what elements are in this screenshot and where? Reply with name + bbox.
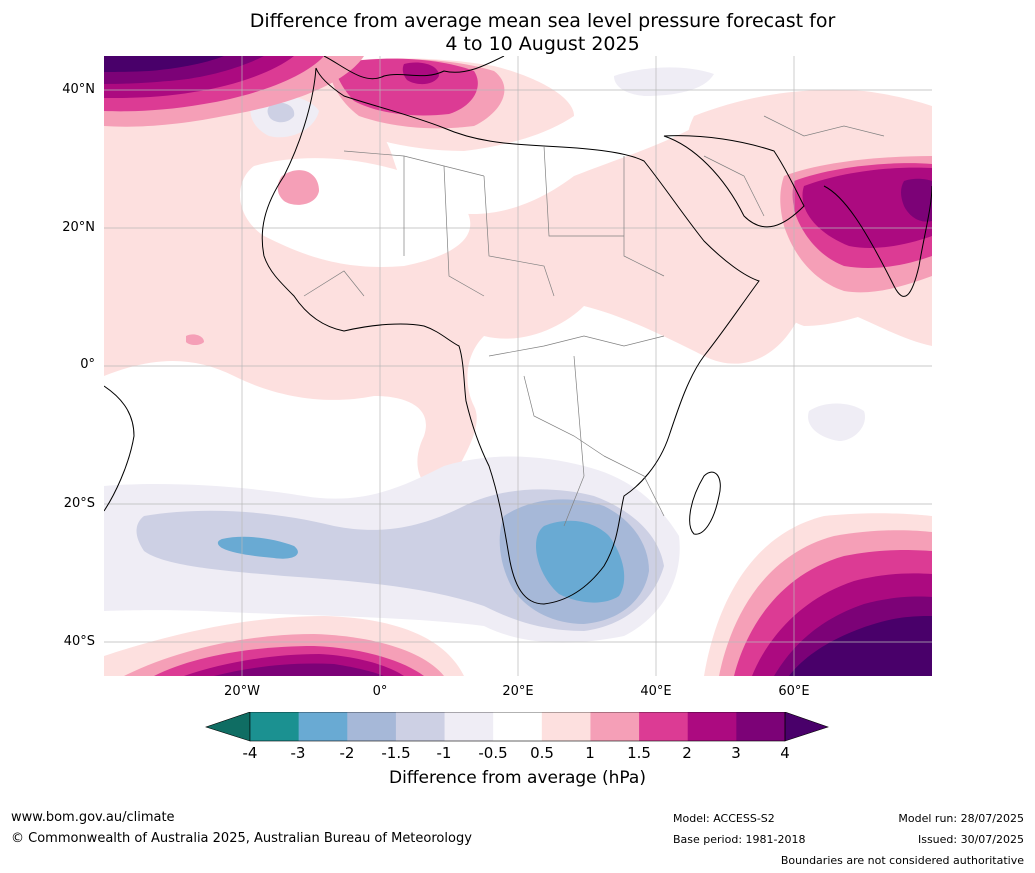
lat-tick-20n: 20°N: [62, 220, 95, 235]
colorbar-segment: [250, 712, 300, 741]
colorbar-segment: [736, 712, 786, 741]
anomaly-region-india-peak: [901, 178, 932, 222]
footer-model: Model: ACCESS-S2: [673, 812, 775, 825]
chart-title: Difference from average mean sea level p…: [0, 10, 1035, 56]
colorbar-label-0-5: 0.5: [530, 744, 554, 762]
colorbar-segment: [347, 712, 397, 741]
colorbar-segment: [687, 712, 737, 741]
footer-copyright: © Commonwealth of Australia 2025, Austra…: [11, 831, 472, 846]
coastlines: [104, 56, 932, 605]
lon-tick-60e: 60°E: [778, 684, 810, 699]
colorbar-label-2: 2: [682, 744, 692, 762]
south-america-coastline: [104, 385, 135, 512]
anomaly-region-gulf-guinea: [186, 334, 204, 345]
arabia-coastline: [663, 135, 805, 228]
footer-base-period: Base period: 1981-2018: [673, 833, 806, 846]
footer-model-run: Model run: 28/07/2025: [898, 812, 1024, 825]
colorbar-label-minus-4: -4: [242, 744, 258, 762]
colorbar-outline: [249, 712, 786, 742]
colorbar-label-minus-1: -1: [436, 744, 452, 762]
anomaly-region-southern-ocean-se-extreme: [789, 616, 932, 676]
anomaly-region-southern-africa-core: [536, 520, 625, 603]
colorbar-label-4: 4: [780, 744, 790, 762]
lat-tick-equator: 0°: [80, 357, 95, 372]
colorbar-segment: [395, 712, 446, 741]
anomaly-region-mediterranean-peak: [402, 62, 439, 85]
colorbar-label-1-5: 1.5: [627, 744, 651, 762]
colorbar-label-minus-0-5: -0.5: [478, 744, 508, 762]
anomaly-region-east-africa-negative: [808, 403, 865, 441]
colorbar-over-arrow: [784, 712, 829, 742]
anomaly-region-black-sea-negative: [614, 67, 714, 96]
title-line-1: Difference from average mean sea level p…: [249, 10, 836, 32]
europe-coastline: [323, 56, 505, 80]
lon-tick-0: 0°: [372, 684, 388, 699]
title-line-2: 4 to 10 August 2025: [445, 33, 640, 55]
colorbar: [205, 712, 829, 742]
colorbar-segment: [590, 712, 640, 741]
colorbar-label-minus-3: -3: [290, 744, 306, 762]
colorbar-label-1: 1: [585, 744, 595, 762]
lon-tick-20w: 20°W: [224, 684, 260, 699]
anomaly-region-azores-core: [267, 102, 295, 123]
colorbar-segment: [493, 712, 543, 741]
lon-tick-20e: 20°E: [502, 684, 534, 699]
footer-url[interactable]: www.bom.gov.au/climate: [11, 810, 175, 825]
lon-tick-40e: 40°E: [640, 684, 672, 699]
africa-coastline: [261, 67, 760, 605]
anomaly-region-west-sahara: [277, 170, 319, 205]
colorbar-under-arrow: [205, 712, 251, 742]
colorbar-segment: [298, 712, 348, 741]
anomaly-region-northwest-extreme: [104, 56, 224, 72]
anomaly-region-atlantic-core: [217, 536, 298, 559]
madagascar-coastline: [689, 471, 721, 535]
lat-tick-40n: 40°N: [62, 82, 95, 97]
colorbar-segments: [250, 712, 786, 741]
lat-tick-20s: 20°S: [63, 496, 95, 511]
india-coastline: [823, 185, 932, 297]
colorbar-label-minus-1-5: -1.5: [381, 744, 411, 762]
graticule: [104, 56, 932, 676]
colorbar-segment: [541, 712, 591, 741]
footer-disclaimer: Boundaries are not considered authoritat…: [780, 854, 1024, 867]
anomaly-region-mediterranean-strong: [334, 58, 478, 116]
lat-tick-40s: 40°S: [63, 634, 95, 649]
colorbar-segment: [639, 712, 689, 741]
colorbar-segment: [444, 712, 494, 741]
country-boundaries: [303, 115, 885, 527]
colorbar-title: Difference from average (hPa): [389, 768, 646, 788]
pressure-anomaly-map: [104, 56, 932, 676]
anomaly-region-southern-ocean-sw-peak: [214, 663, 384, 676]
colorbar-label-3: 3: [731, 744, 741, 762]
footer-issued: Issued: 30/07/2025: [917, 833, 1024, 846]
colorbar-label-minus-2: -2: [339, 744, 355, 762]
